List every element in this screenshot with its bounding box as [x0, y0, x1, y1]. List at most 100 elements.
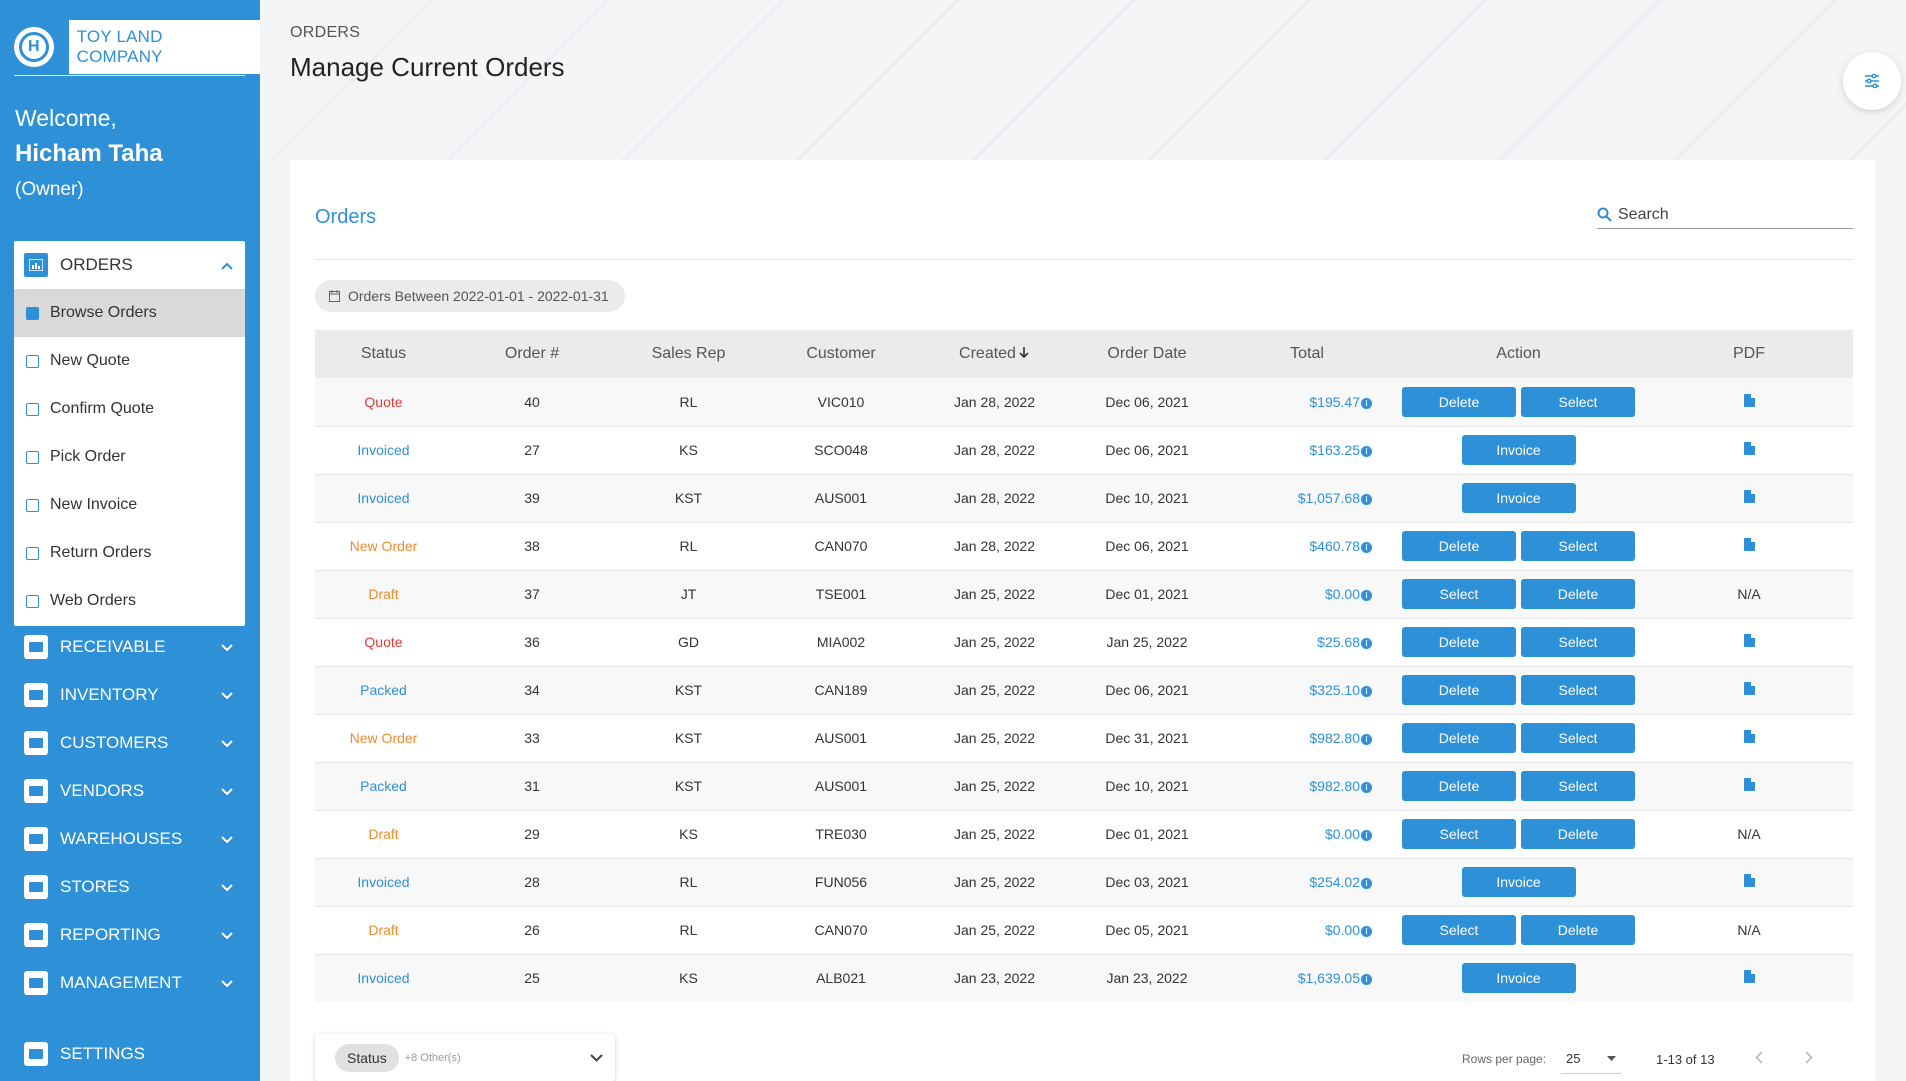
delete-button[interactable]: Delete: [1521, 819, 1635, 849]
info-icon[interactable]: i: [1361, 494, 1372, 505]
table-row[interactable]: New Order 33 KST AUS001 Jan 25, 2022 Dec 31, …: [315, 714, 1853, 762]
select-button[interactable]: Select: [1521, 531, 1635, 561]
table-row[interactable]: Invoiced 27 KS SCO048 Jan 28, 2022 Dec 06, 20…: [315, 426, 1853, 474]
table-row[interactable]: Invoiced 28 RL FUN056 Jan 25, 2022 Dec 03, 20…: [315, 858, 1853, 906]
delete-button[interactable]: Delete: [1402, 627, 1516, 657]
sidebar-item-return-orders[interactable]: Return Orders: [14, 529, 245, 577]
select-button[interactable]: Select: [1521, 627, 1635, 657]
sidebar-item-warehouses[interactable]: WAREHOUSES: [14, 815, 245, 863]
invoice-button[interactable]: Invoice: [1461, 963, 1576, 994]
sidebar-item-customers[interactable]: CUSTOMERS: [14, 719, 245, 767]
sidebar-item-confirm-quote[interactable]: Confirm Quote: [14, 385, 245, 433]
column-header-order[interactable]: Order #: [504, 345, 560, 362]
pdf-icon[interactable]: [1743, 874, 1755, 887]
search-input[interactable]: [1618, 205, 1838, 224]
select-button[interactable]: Select: [1402, 819, 1516, 849]
pdf-icon[interactable]: [1743, 538, 1755, 551]
info-icon[interactable]: i: [1361, 638, 1372, 649]
sidebar-item-management[interactable]: MANAGEMENT: [14, 959, 245, 1007]
sidebar-item-web-orders[interactable]: Web Orders: [14, 577, 245, 625]
sidebar-item-browse-orders[interactable]: Browse Orders: [14, 289, 245, 337]
info-icon[interactable]: i: [1361, 878, 1372, 889]
table-row[interactable]: Invoiced 39 KST AUS001 Jan 28, 2022 Dec 10, 2…: [315, 474, 1853, 522]
delete-button[interactable]: Delete: [1402, 675, 1516, 705]
pdf-icon[interactable]: [1743, 634, 1755, 647]
info-icon[interactable]: i: [1361, 926, 1372, 937]
search-box[interactable]: [1597, 201, 1853, 229]
sidebar-item-new-quote[interactable]: New Quote: [14, 337, 245, 385]
invoice-button[interactable]: Invoice: [1461, 435, 1576, 465]
pdf-icon[interactable]: [1743, 490, 1755, 503]
table-row[interactable]: New Order 38 RL CAN070 Jan 28, 2022 Dec 06, 2…: [315, 522, 1853, 570]
table-row[interactable]: Draft 26 RL CAN070 Jan 25, 2022 Dec 05, 2021 $…: [315, 906, 1853, 954]
pdf-icon[interactable]: [1743, 393, 1755, 407]
cell-status: New Order: [349, 730, 418, 746]
sidebar-item-pick-order[interactable]: Pick Order: [14, 433, 245, 481]
info-icon[interactable]: i: [1361, 830, 1372, 841]
select-button[interactable]: Select: [1521, 771, 1635, 801]
sidebar-item-settings[interactable]: SETTINGS: [14, 1030, 245, 1078]
pdf-icon[interactable]: [1743, 970, 1755, 984]
cell-action: Delete Select: [1392, 522, 1645, 570]
sidebar-item-label: MANAGEMENT: [60, 973, 182, 992]
delete-button[interactable]: Delete: [1402, 723, 1516, 753]
brand[interactable]: H TOY LAND COMPANY: [14, 20, 260, 74]
sidebar-item-stores[interactable]: STORES: [14, 863, 245, 911]
table-row[interactable]: Draft 37 JT TSE001 Jan 25, 2022 Dec 01, 2021 $…: [315, 570, 1853, 618]
table-row[interactable]: Packed 34 KST CAN189 Jan 25, 2022 Dec 06, 202…: [315, 666, 1853, 714]
pdf-icon[interactable]: [1743, 682, 1755, 695]
column-header-sales-rep[interactable]: Sales Rep: [651, 345, 726, 362]
delete-button[interactable]: Delete: [1402, 531, 1516, 561]
next-page-button[interactable]: [1805, 1051, 1813, 1067]
pdf-icon[interactable]: [1743, 730, 1755, 743]
select-button[interactable]: Select: [1402, 915, 1516, 945]
sidebar-item-new-invoice[interactable]: New Invoice: [14, 481, 245, 529]
select-button[interactable]: Select: [1521, 723, 1635, 753]
column-header-total[interactable]: Total: [1290, 345, 1324, 362]
cell-pdf: N/A: [1645, 906, 1853, 954]
sidebar-item-receivable[interactable]: RECEIVABLE: [14, 623, 245, 671]
column-header-order-date[interactable]: Order Date: [1107, 345, 1187, 362]
table-row[interactable]: Quote 40 RL VIC010 Jan 28, 2022 Dec 06, 2021 $…: [315, 378, 1853, 426]
select-button[interactable]: Select: [1402, 579, 1516, 609]
info-icon[interactable]: i: [1361, 542, 1372, 553]
info-icon[interactable]: i: [1361, 446, 1372, 457]
cell-customer: CAN070: [814, 922, 868, 938]
rows-per-page-select[interactable]: 25: [1561, 1044, 1622, 1074]
delete-button[interactable]: Delete: [1402, 386, 1516, 417]
status-filter-select[interactable]: Status +8 Other(s): [315, 1034, 615, 1081]
select-button[interactable]: Select: [1521, 386, 1635, 417]
date-range-chip[interactable]: Orders Between 2022-01-01 - 2022-01-31: [315, 280, 625, 312]
pdf-icon[interactable]: [1743, 442, 1755, 455]
table-row[interactable]: Draft 29 KS TRE030 Jan 25, 2022 Dec 01, 2021 $…: [315, 810, 1853, 858]
delete-button[interactable]: Delete: [1521, 915, 1635, 945]
cell-order-number: 36: [524, 634, 540, 650]
pdf-icon[interactable]: [1743, 778, 1755, 791]
delete-button[interactable]: Delete: [1521, 579, 1635, 609]
info-icon[interactable]: i: [1361, 974, 1372, 986]
filter-settings-button[interactable]: [1843, 52, 1901, 110]
info-icon[interactable]: i: [1361, 397, 1372, 409]
cell-sales-rep: KS: [679, 442, 698, 458]
invoice-button[interactable]: Invoice: [1461, 867, 1576, 897]
info-icon[interactable]: i: [1361, 590, 1372, 601]
column-header-customer[interactable]: Customer: [806, 345, 876, 362]
sidebar-item-vendors[interactable]: VENDORS: [14, 767, 245, 815]
cell-sales-rep: KST: [674, 490, 703, 506]
table-row[interactable]: Invoiced 25 KS ALB021 Jan 23, 2022 Jan 23, 20…: [315, 954, 1853, 1002]
info-icon[interactable]: i: [1361, 734, 1372, 745]
select-button[interactable]: Select: [1521, 675, 1635, 705]
info-icon[interactable]: i: [1361, 686, 1372, 697]
table-row[interactable]: Quote 36 GD MIA002 Jan 25, 2022 Jan 25, 2022 $…: [315, 618, 1853, 666]
delete-button[interactable]: Delete: [1402, 771, 1516, 801]
previous-page-button[interactable]: [1754, 1051, 1763, 1067]
sidebar-item-inventory[interactable]: INVENTORY: [14, 671, 245, 719]
info-icon[interactable]: i: [1361, 782, 1372, 793]
sidebar-item-reporting[interactable]: REPORTING: [14, 911, 245, 959]
column-header-created[interactable]: Created: [917, 330, 1072, 378]
column-header-status[interactable]: Status: [360, 345, 407, 362]
invoice-button[interactable]: Invoice: [1461, 483, 1576, 513]
cell-order-number: 39: [524, 490, 540, 506]
table-row[interactable]: Packed 31 KST AUS001 Jan 25, 2022 Dec 10, 202…: [315, 762, 1853, 810]
orders-menu-header[interactable]: ORDERS: [14, 241, 245, 289]
